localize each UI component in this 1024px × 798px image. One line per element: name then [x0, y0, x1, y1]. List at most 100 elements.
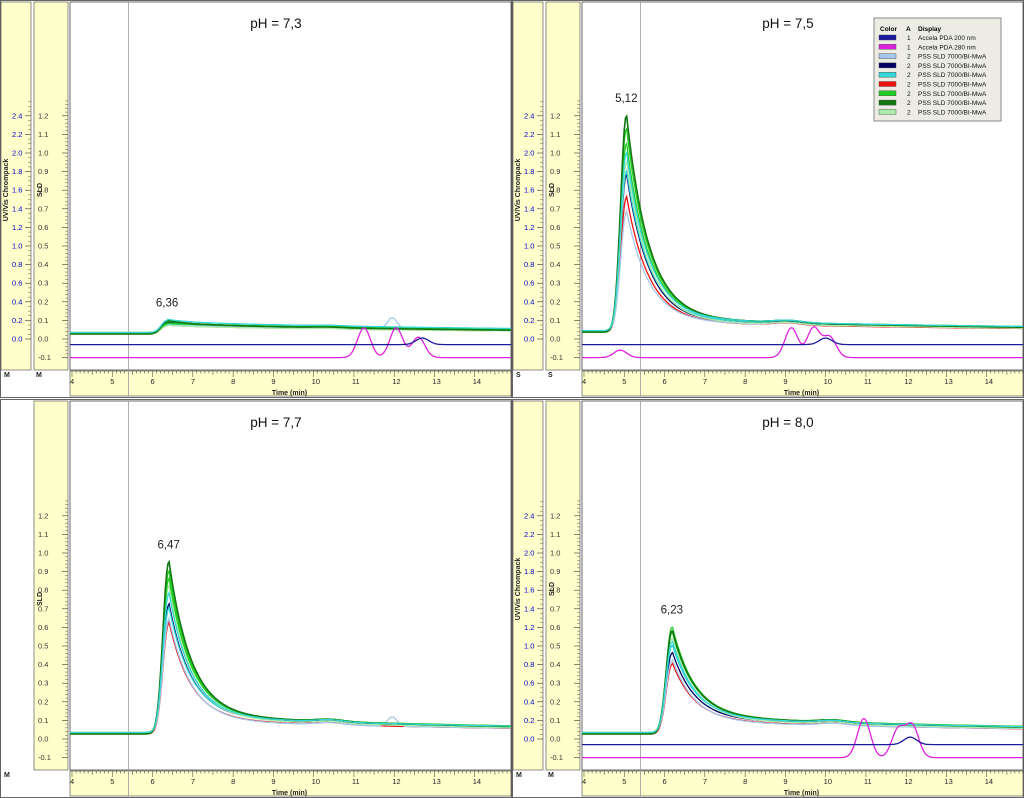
sld-tick-label: 0.4	[550, 260, 560, 269]
time-tick-label: 6	[663, 777, 667, 786]
sld-axis-title: SLD	[37, 183, 44, 197]
sld-tick-label: 0.4	[38, 660, 48, 669]
uv-tick-label: 0.6	[12, 279, 22, 288]
sld-tick-label: 0.5	[550, 642, 560, 651]
sld-tick-label: 0.3	[550, 279, 560, 288]
legend-label: PSS SLD 7000/BI-MwA	[918, 91, 987, 98]
plot-curves	[70, 559, 511, 735]
sld-tick-label: 1.1	[38, 530, 48, 539]
time-tick-label: 14	[473, 377, 481, 386]
uv-tick-label: 2.2	[524, 530, 534, 539]
time-tick-label: 10	[824, 377, 832, 386]
sld-tick-label: 0.9	[550, 567, 560, 576]
legend-swatch	[878, 62, 897, 69]
uv-tick-label: 0.6	[524, 679, 534, 688]
legend-channel: 2	[907, 82, 911, 89]
sld-tick-label: 0.7	[38, 604, 48, 613]
uv-tick-label: 2.2	[524, 130, 534, 139]
panel-title: pH = 7,7	[250, 415, 301, 430]
legend-header-display: Display	[918, 26, 942, 33]
time-tick-label: 7	[191, 377, 195, 386]
legend-label: PSS SLD 7000/BI-MwA	[918, 54, 987, 61]
legend-label: Accela PDA 280 nm	[918, 44, 976, 51]
time-tick-label: 11	[352, 777, 360, 786]
uv-200nm-trace	[70, 337, 511, 346]
uv-tick-label: 2.0	[524, 549, 534, 558]
panel-title: pH = 7,3	[250, 16, 301, 31]
peak-label: 5,12	[615, 93, 637, 105]
uv-axis-title: UV/Vis Chrompack	[3, 159, 10, 222]
legend-channel: 2	[907, 63, 911, 70]
sld-tick-label: 0.2	[550, 697, 560, 706]
sld-trace-5	[582, 159, 1023, 333]
time-tick-label: 6	[663, 377, 667, 386]
sld-tick-label: 0.1	[550, 316, 560, 325]
time-axis-strip	[69, 370, 512, 397]
uv-tick-label: 2.0	[12, 149, 22, 158]
uv-tick-label: 1.8	[12, 167, 22, 176]
uv-strip-marker: M	[516, 772, 522, 779]
peak-label: 6,47	[157, 539, 179, 551]
sld-tick-label: 1.2	[550, 511, 560, 520]
time-tick-label: 12	[904, 377, 912, 386]
sld-tick-label: 0.0	[38, 335, 48, 344]
sld-tick-label: 1.1	[38, 130, 48, 139]
sld-tick-label: 0.7	[38, 204, 48, 213]
sld-tick-label: 0.6	[550, 623, 560, 632]
uv-tick-label: 1.0	[524, 642, 534, 651]
sld-trace-9	[70, 590, 511, 734]
legend-label: PSS SLD 7000/BI-MwA	[918, 100, 987, 107]
uv-tick-label: 2.2	[12, 130, 22, 139]
legend-header-color: Color	[880, 26, 897, 33]
time-tick-label: 4	[582, 377, 586, 386]
time-tick-label: 12	[392, 377, 400, 386]
sld-strip-marker: M	[548, 772, 554, 779]
legend-swatch	[878, 44, 897, 50]
time-tick-label: 10	[824, 777, 832, 786]
time-tick-label: 7	[191, 777, 195, 786]
uv-axis-title: UV/Vis Chrompack	[515, 558, 522, 621]
time-tick-label: 9	[271, 777, 275, 786]
sld-tick-label: 0.3	[550, 679, 560, 688]
time-tick-label: 8	[743, 377, 747, 386]
uv-200nm-trace	[582, 736, 1023, 746]
time-tick-label: 11	[864, 377, 872, 386]
legend-channel: 2	[907, 109, 911, 116]
legend-rows: 1 Accela PDA 200 nm 1 Accela PDA 280 nm 2 PSS…	[878, 34, 987, 116]
sld-tick-label: 0.3	[38, 679, 48, 688]
uv-tick-label: 0.8	[12, 260, 22, 269]
time-axis-title: Time (min)	[784, 790, 819, 797]
sld-tick-label: 0.8	[38, 586, 48, 595]
panel-frame	[0, 0, 512, 398]
time-tick-label: 4	[70, 377, 74, 386]
time-tick-label: 10	[312, 377, 320, 386]
time-tick-label: 6	[151, 777, 155, 786]
sld-tick-label: 0.1	[38, 316, 48, 325]
plot-curves	[70, 317, 511, 359]
time-tick-label: 9	[783, 777, 787, 786]
uv-tick-label: 1.4	[524, 604, 534, 613]
sld-tick-label: 1.2	[38, 511, 48, 520]
time-axis-strip	[581, 770, 1024, 797]
time-tick-label: 5	[622, 777, 626, 786]
uv-200nm-trace	[582, 337, 1023, 346]
sld-tick-label: 0.0	[550, 335, 560, 344]
uv-tick-label: 0.4	[12, 297, 22, 306]
uv-tick-label: 1.4	[12, 204, 22, 213]
sld-trace-9	[582, 150, 1023, 332]
sld-tick-label: 1.0	[38, 549, 48, 558]
panel-ph-8-0: UV/Vis Chrompack SLD -0.1 0.0 0.1 0.2 0.3 0.4 0.…	[512, 399, 1024, 798]
plot-curves	[582, 113, 1023, 359]
legend-box: Color A Display 1 Accela PDA 200 nm 1 Accel…	[873, 17, 1002, 122]
sld-tick-label: 0.9	[38, 167, 48, 176]
uv-tick-label: 1.0	[12, 242, 22, 251]
panel-title: pH = 8,0	[762, 415, 813, 430]
legend-channel: 2	[907, 72, 911, 79]
sld-tick-label: 1.0	[550, 549, 560, 558]
legend-label: PSS SLD 7000/BI-MwA	[918, 82, 987, 89]
legend-swatch	[878, 34, 897, 41]
uv-tick-label: 0.0	[524, 735, 534, 744]
uv-tick-label: 0.8	[524, 260, 534, 269]
time-tick-label: 14	[473, 777, 481, 786]
